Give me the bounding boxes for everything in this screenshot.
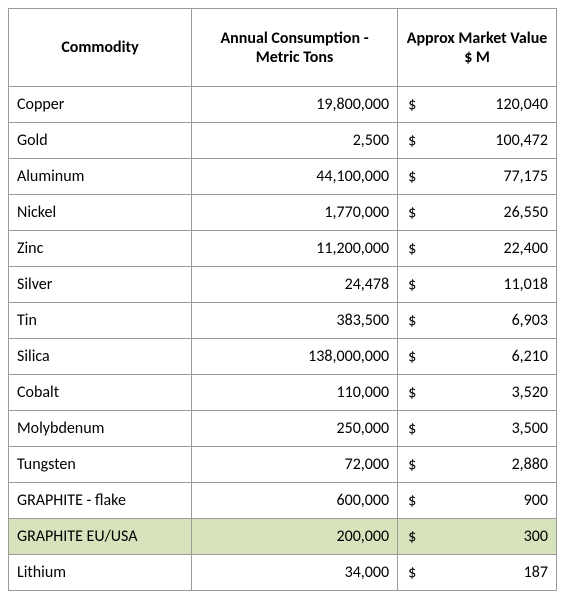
- commodities-table: Commodity Annual Consumption - Metric To…: [8, 8, 557, 591]
- currency-symbol: $: [408, 167, 416, 186]
- table-row: Gold2,500$100,472: [9, 123, 557, 159]
- market-value: 900: [524, 491, 548, 510]
- consumption-cell: 11,200,000: [192, 231, 398, 267]
- market-value-cell: $22,400: [398, 231, 557, 267]
- market-value-cell: $6,210: [398, 339, 557, 375]
- currency-symbol: $: [408, 455, 416, 474]
- market-value: 3,520: [512, 383, 548, 402]
- table-row: Zinc11,200,000$22,400: [9, 231, 557, 267]
- commodity-cell: Gold: [9, 123, 192, 159]
- market-value-cell: $26,550: [398, 195, 557, 231]
- commodity-cell: Aluminum: [9, 159, 192, 195]
- currency-symbol: $: [408, 131, 416, 150]
- table-row: Silver24,478$11,018: [9, 267, 557, 303]
- header-row: Commodity Annual Consumption - Metric To…: [9, 9, 557, 87]
- commodity-cell: Tungsten: [9, 447, 192, 483]
- commodity-cell: Nickel: [9, 195, 192, 231]
- consumption-cell: 34,000: [192, 555, 398, 591]
- currency-symbol: $: [408, 275, 416, 294]
- commodity-cell: Tin: [9, 303, 192, 339]
- table-row: Silica138,000,000$6,210: [9, 339, 557, 375]
- market-value-cell: $6,903: [398, 303, 557, 339]
- consumption-cell: 600,000: [192, 483, 398, 519]
- table-row: Copper19,800,000$120,040: [9, 87, 557, 123]
- commodity-cell: GRAPHITE - flake: [9, 483, 192, 519]
- consumption-cell: 200,000: [192, 519, 398, 555]
- commodity-cell: Cobalt: [9, 375, 192, 411]
- market-value: 77,175: [503, 167, 548, 186]
- currency-symbol: $: [408, 95, 416, 114]
- market-value: 3,500: [512, 419, 548, 438]
- market-value: 6,903: [512, 311, 548, 330]
- market-value-cell: $300: [398, 519, 557, 555]
- market-value: 11,018: [503, 275, 548, 294]
- table-row: Aluminum44,100,000$77,175: [9, 159, 557, 195]
- table-row: Cobalt110,000$3,520: [9, 375, 557, 411]
- market-value-cell: $187: [398, 555, 557, 591]
- consumption-cell: 138,000,000: [192, 339, 398, 375]
- market-value: 187: [524, 563, 548, 582]
- market-value-cell: $100,472: [398, 123, 557, 159]
- commodity-cell: GRAPHITE EU/USA: [9, 519, 192, 555]
- market-value-cell: $77,175: [398, 159, 557, 195]
- currency-symbol: $: [408, 239, 416, 258]
- table-row: GRAPHITE EU/USA200,000$300: [9, 519, 557, 555]
- table-row: Tungsten72,000$2,880: [9, 447, 557, 483]
- commodity-cell: Lithium: [9, 555, 192, 591]
- header-market: Approx Market Value $ M: [398, 9, 557, 87]
- market-value: 300: [524, 527, 548, 546]
- currency-symbol: $: [408, 563, 416, 582]
- table-body: Copper19,800,000$120,040Gold2,500$100,47…: [9, 87, 557, 591]
- commodity-cell: Silica: [9, 339, 192, 375]
- commodity-cell: Copper: [9, 87, 192, 123]
- market-value-cell: $3,500: [398, 411, 557, 447]
- market-value: 120,040: [495, 95, 548, 114]
- commodity-cell: Silver: [9, 267, 192, 303]
- market-value: 2,880: [512, 455, 548, 474]
- market-value: 22,400: [503, 239, 548, 258]
- table-row: Molybdenum250,000$3,500: [9, 411, 557, 447]
- consumption-cell: 72,000: [192, 447, 398, 483]
- consumption-cell: 110,000: [192, 375, 398, 411]
- table-row: Tin383,500$6,903: [9, 303, 557, 339]
- consumption-cell: 2,500: [192, 123, 398, 159]
- commodity-cell: Molybdenum: [9, 411, 192, 447]
- market-value: 100,472: [495, 131, 548, 150]
- currency-symbol: $: [408, 347, 416, 366]
- currency-symbol: $: [408, 311, 416, 330]
- currency-symbol: $: [408, 203, 416, 222]
- consumption-cell: 19,800,000: [192, 87, 398, 123]
- market-value-cell: $3,520: [398, 375, 557, 411]
- market-value: 6,210: [512, 347, 548, 366]
- currency-symbol: $: [408, 383, 416, 402]
- market-value: 26,550: [503, 203, 548, 222]
- table-row: Nickel1,770,000$26,550: [9, 195, 557, 231]
- consumption-cell: 1,770,000: [192, 195, 398, 231]
- table-row: Lithium34,000$187: [9, 555, 557, 591]
- market-value-cell: $11,018: [398, 267, 557, 303]
- market-value-cell: $2,880: [398, 447, 557, 483]
- currency-symbol: $: [408, 419, 416, 438]
- consumption-cell: 24,478: [192, 267, 398, 303]
- market-value-cell: $900: [398, 483, 557, 519]
- table-row: GRAPHITE - flake600,000$900: [9, 483, 557, 519]
- commodity-cell: Zinc: [9, 231, 192, 267]
- header-commodity: Commodity: [9, 9, 192, 87]
- market-value-cell: $120,040: [398, 87, 557, 123]
- currency-symbol: $: [408, 527, 416, 546]
- currency-symbol: $: [408, 491, 416, 510]
- header-consumption: Annual Consumption - Metric Tons: [192, 9, 398, 87]
- consumption-cell: 250,000: [192, 411, 398, 447]
- consumption-cell: 383,500: [192, 303, 398, 339]
- table-wrapper: Commodity Annual Consumption - Metric To…: [0, 0, 565, 616]
- consumption-cell: 44,100,000: [192, 159, 398, 195]
